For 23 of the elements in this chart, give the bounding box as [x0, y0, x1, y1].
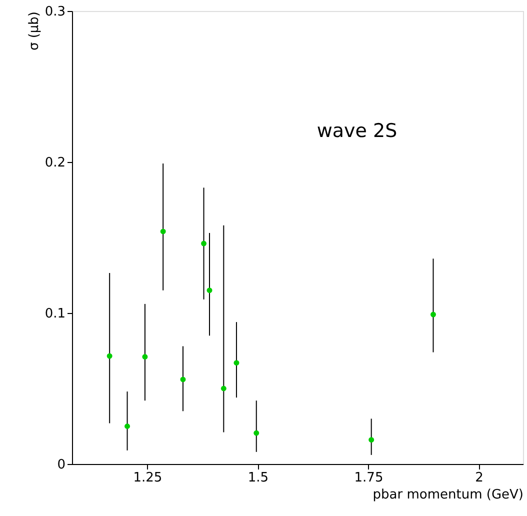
- point: [206, 288, 212, 294]
- y-axis-title: σ (μb): [26, 12, 42, 51]
- y-tick-label: 0.3: [44, 4, 66, 20]
- point: [124, 424, 130, 429]
- y-tick-label: 0.2: [44, 156, 66, 170]
- point: [368, 437, 374, 443]
- point: [180, 376, 186, 382]
- x-tick-label: 1.75: [354, 470, 384, 486]
- x-tick-label: 1.25: [133, 470, 162, 486]
- point: [234, 360, 240, 366]
- point: [160, 228, 166, 234]
- x-axis-title: pbar momentum (GeV): [372, 488, 524, 502]
- y-tick-label: 0: [57, 458, 66, 472]
- x-tick-label: 1.5: [248, 470, 269, 486]
- point: [142, 354, 148, 360]
- point: [220, 386, 226, 392]
- x-tick-label: 2: [475, 470, 484, 486]
- point: [106, 353, 112, 359]
- annotation: wave 2S: [316, 120, 398, 142]
- point: [201, 240, 206, 246]
- point: [254, 430, 260, 436]
- y-tick-label: 0.1: [44, 306, 66, 322]
- point: [430, 312, 436, 318]
